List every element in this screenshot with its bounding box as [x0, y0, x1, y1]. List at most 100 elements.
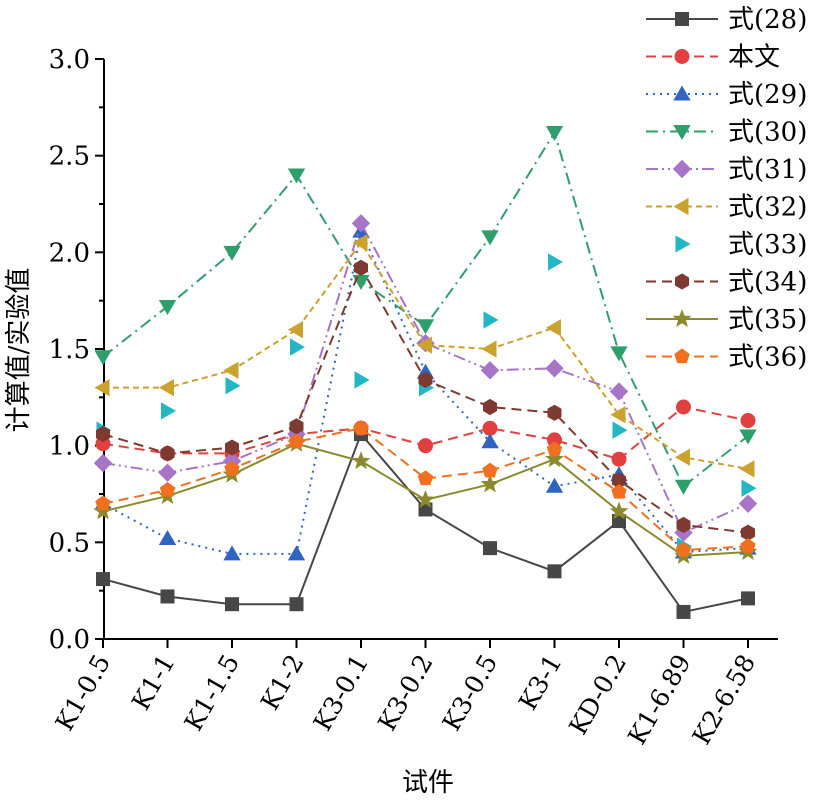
- legend-label: 式(34): [728, 268, 807, 298]
- legend-marker: [672, 159, 692, 179]
- legend-marker: [674, 348, 690, 364]
- data-point: [482, 462, 498, 478]
- x-tick-label: K2-6.58: [687, 650, 761, 750]
- data-point: [610, 346, 628, 362]
- legend-item: 式(29): [646, 80, 807, 110]
- data-point: [161, 402, 176, 420]
- data-point: [740, 413, 756, 429]
- legend-marker: [673, 125, 691, 141]
- data-point: [739, 460, 755, 478]
- data-point: [224, 460, 240, 476]
- x-axis-title: 试件: [402, 768, 454, 798]
- data-point: [480, 474, 500, 493]
- y-tick-label: 0.0: [49, 625, 90, 655]
- data-point: [741, 591, 755, 606]
- y-axis-title: 计算值/实验值: [4, 268, 34, 433]
- data-point: [223, 361, 239, 379]
- data-point: [546, 319, 561, 337]
- x-tick-label: K1-2: [255, 650, 310, 716]
- legend-item: 式(33): [675, 230, 807, 260]
- x-tick-label: K3-1: [513, 650, 568, 716]
- legend-marker: [675, 12, 689, 26]
- data-point: [612, 421, 628, 439]
- data-point: [289, 597, 304, 612]
- data-point: [287, 168, 306, 184]
- data-point: [93, 453, 113, 473]
- data-point: [481, 340, 497, 358]
- legend-label: 式(30): [728, 118, 807, 148]
- legend-item: 本文: [646, 43, 780, 73]
- legend-marker: [673, 85, 691, 101]
- axes: 0.00.51.01.52.02.53.0K1-0.5 K1-1K1-1.5 K1-…: [49, 45, 778, 749]
- data-point: [676, 516, 691, 534]
- legend-item: 式(35): [646, 305, 807, 335]
- x-tick-label: K1-1: [126, 650, 181, 716]
- legend-label: 式(33): [728, 230, 807, 260]
- data-point: [96, 425, 110, 443]
- data-point: [741, 524, 755, 541]
- series-9: [93, 433, 758, 564]
- data-point: [95, 495, 111, 511]
- legend-label: 式(32): [728, 193, 807, 223]
- series-4: [94, 125, 757, 495]
- legend-item: 式(36): [646, 343, 807, 373]
- data-point: [158, 529, 177, 545]
- series-line: [102, 227, 749, 555]
- data-point: [741, 479, 757, 497]
- data-point: [351, 451, 371, 470]
- y-tick-label: 1.0: [49, 432, 90, 462]
- data-point: [738, 494, 758, 513]
- data-point: [546, 441, 563, 457]
- data-point: [545, 359, 564, 378]
- data-point: [483, 541, 497, 556]
- data-point: [417, 470, 434, 486]
- data-point: [675, 541, 692, 557]
- data-point: [225, 377, 241, 395]
- data-point: [290, 338, 305, 356]
- data-point: [352, 234, 368, 252]
- data-point: [610, 406, 626, 424]
- legend-item: 式(28): [646, 5, 807, 35]
- data-point: [288, 321, 303, 339]
- x-tick-label: K3-0.1: [308, 650, 375, 736]
- legend-item: 式(31): [646, 155, 807, 185]
- legend-item: 式(32): [646, 193, 807, 223]
- data-point: [740, 538, 756, 553]
- x-tick-label: K3-0.2: [372, 650, 439, 736]
- data-point: [481, 230, 499, 246]
- data-point: [289, 418, 304, 435]
- series-8: [96, 259, 755, 541]
- x-tick-label: K3-0.5: [437, 650, 504, 736]
- data-point: [739, 429, 757, 445]
- data-point: [159, 482, 176, 497]
- data-point: [611, 483, 627, 499]
- series-layer: [93, 125, 758, 619]
- data-point: [94, 379, 110, 397]
- data-point: [609, 382, 629, 401]
- series-line: [102, 432, 749, 614]
- legend-label: 式(29): [728, 80, 807, 110]
- legend-marker: [672, 309, 692, 328]
- legend-marker: [675, 235, 691, 253]
- legend-marker: [673, 197, 689, 216]
- legend-label: 式(31): [728, 155, 807, 185]
- data-point: [676, 604, 691, 619]
- data-point: [674, 479, 693, 495]
- legend-marker: [675, 273, 689, 290]
- data-point: [481, 433, 499, 449]
- x-tick-label: KD-0.2: [563, 650, 632, 740]
- legend-label: 式(28): [728, 5, 807, 35]
- data-point: [482, 420, 498, 436]
- data-point: [158, 463, 177, 482]
- data-point: [675, 448, 690, 466]
- data-point: [609, 501, 629, 520]
- data-point: [225, 597, 239, 612]
- y-tick-label: 3.0: [49, 45, 90, 75]
- data-point: [418, 371, 433, 389]
- data-point: [96, 572, 110, 587]
- legend-label: 本文: [728, 43, 780, 73]
- data-point: [547, 564, 562, 579]
- data-point: [676, 399, 691, 415]
